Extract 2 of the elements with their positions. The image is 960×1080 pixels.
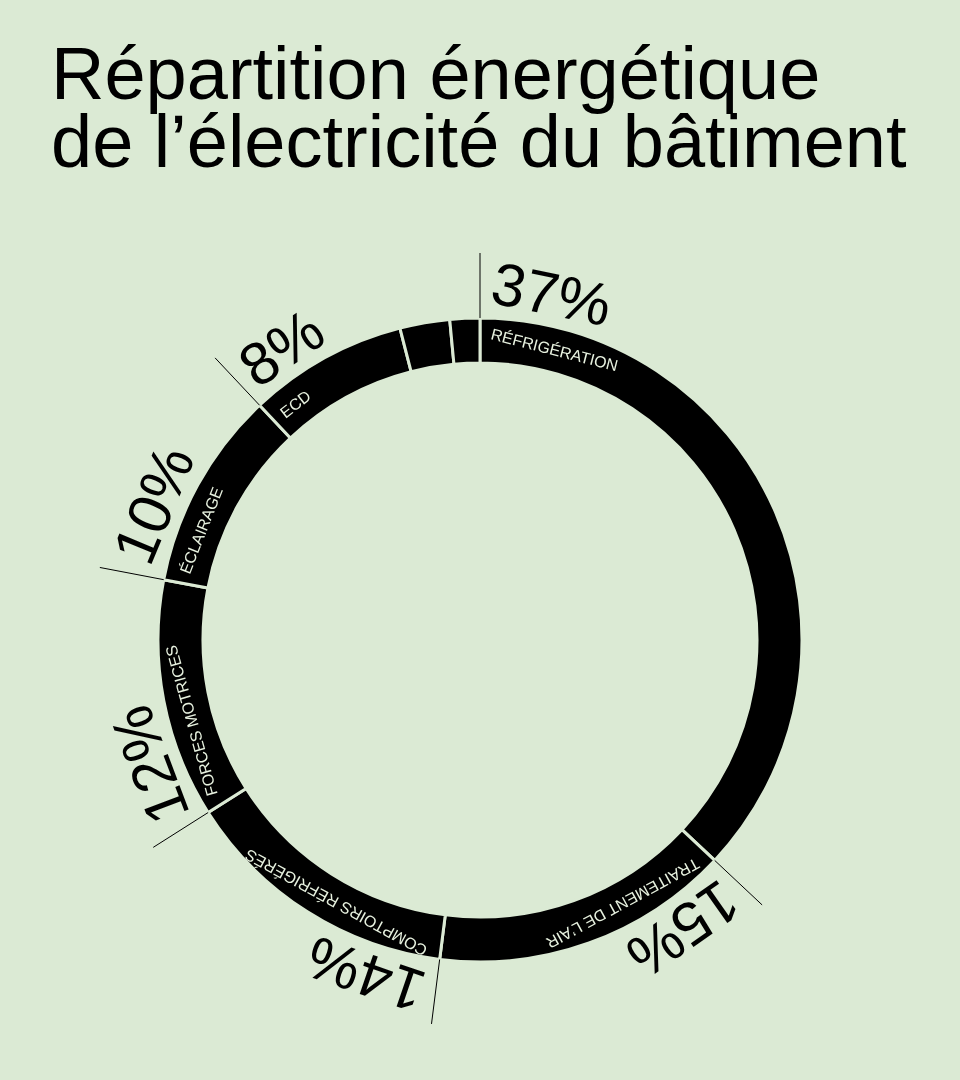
slice-label: ECD [276, 387, 314, 422]
chart-title: Répartition énergétique de l’électricité du bâtiment [51, 31, 907, 183]
